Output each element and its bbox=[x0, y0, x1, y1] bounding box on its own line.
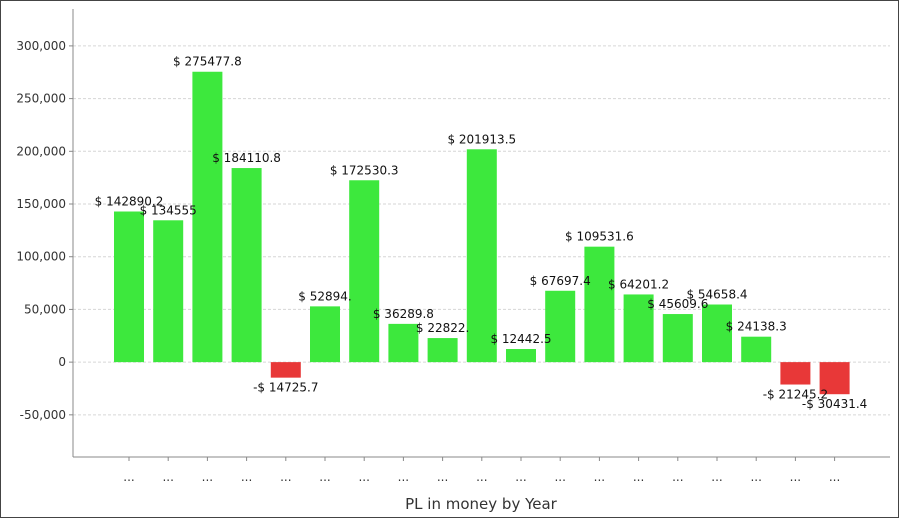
bar bbox=[388, 323, 419, 363]
data-label: $ 36289.8 bbox=[373, 307, 434, 321]
bar bbox=[780, 362, 811, 385]
data-label: -$ 21245.2 bbox=[763, 388, 828, 402]
data-label: $ 275477.8 bbox=[173, 55, 242, 69]
data-labels: $ 142890.2$ 134555 $ 275477.8 $ 184110.8 -$… bbox=[95, 55, 868, 411]
data-label: $ 134555 bbox=[140, 203, 197, 217]
bar bbox=[819, 362, 850, 395]
data-label: $ 54658.4 bbox=[686, 288, 747, 302]
x-tick-label: ... bbox=[437, 470, 448, 484]
data-label: -$ 14725.7 bbox=[253, 381, 318, 395]
data-label: $ 109531.6 bbox=[565, 230, 634, 244]
data-label: $ 52894. bbox=[298, 289, 351, 303]
bar bbox=[584, 246, 615, 363]
data-label: $ 142890.2 bbox=[95, 195, 164, 209]
bar bbox=[427, 338, 458, 363]
bar bbox=[114, 211, 144, 363]
bar bbox=[702, 304, 732, 363]
bar bbox=[349, 180, 380, 363]
bar bbox=[192, 71, 223, 363]
x-axis-title: PL in money by Year bbox=[405, 495, 558, 513]
data-label: $ 201913.5 bbox=[447, 132, 516, 146]
data-label: $ 22822. bbox=[416, 321, 469, 335]
bar bbox=[623, 294, 654, 363]
x-tick-label: ... bbox=[790, 470, 801, 484]
data-label: $ 45609.6 bbox=[647, 297, 708, 311]
y-tick-label: 300,000 bbox=[16, 39, 66, 53]
data-label: $ 12442.5 bbox=[490, 332, 551, 346]
x-tick-label: ... bbox=[829, 470, 840, 484]
bar bbox=[545, 290, 576, 363]
y-tick-label: -50,000 bbox=[20, 408, 66, 422]
bar bbox=[506, 349, 536, 363]
x-tick-label: ... bbox=[554, 470, 565, 484]
bar bbox=[270, 362, 301, 378]
y-tick-label: 150,000 bbox=[16, 197, 66, 211]
x-tick-label: ... bbox=[123, 470, 134, 484]
x-tick-label: ... bbox=[515, 470, 526, 484]
x-tick-label: ... bbox=[358, 470, 369, 484]
data-label: $ 172530.3 bbox=[330, 163, 399, 177]
data-label: -$ 30431.4 bbox=[802, 397, 867, 411]
data-label: $ 24138.3 bbox=[726, 320, 787, 334]
y-tick-label: 250,000 bbox=[16, 92, 66, 106]
bar bbox=[231, 168, 262, 363]
x-tick-label: ... bbox=[476, 470, 487, 484]
y-axis: -50,000 0 50,000 100,000 150,000 200,000 250,0… bbox=[16, 9, 74, 457]
data-label: $ 64201.2 bbox=[608, 277, 669, 291]
bar bbox=[310, 306, 340, 363]
data-label: $ 67697.4 bbox=[530, 274, 591, 288]
y-tick-label: 50,000 bbox=[24, 302, 66, 316]
bar bbox=[153, 220, 184, 363]
x-tick-label: ... bbox=[280, 470, 291, 484]
bar bbox=[466, 149, 497, 363]
x-tick-label: ... bbox=[594, 470, 605, 484]
x-axis: ........................................… bbox=[73, 456, 890, 484]
x-tick-label: ... bbox=[398, 470, 409, 484]
bar bbox=[741, 336, 772, 363]
x-tick-label: ... bbox=[633, 470, 644, 484]
bar bbox=[662, 314, 693, 363]
x-tick-label: ... bbox=[241, 470, 252, 484]
x-tick-label: ... bbox=[202, 470, 213, 484]
x-tick-label: ... bbox=[319, 470, 330, 484]
y-tick-label: 200,000 bbox=[16, 144, 66, 158]
bars bbox=[114, 71, 850, 395]
y-tick-label: 0 bbox=[58, 355, 66, 369]
x-tick-label: ... bbox=[711, 470, 722, 484]
data-label: $ 184110.8 bbox=[212, 151, 281, 165]
x-tick-label: ... bbox=[672, 470, 683, 484]
x-tick-label: ... bbox=[750, 470, 761, 484]
x-tick-label: ... bbox=[162, 470, 173, 484]
y-tick-label: 100,000 bbox=[16, 250, 66, 264]
